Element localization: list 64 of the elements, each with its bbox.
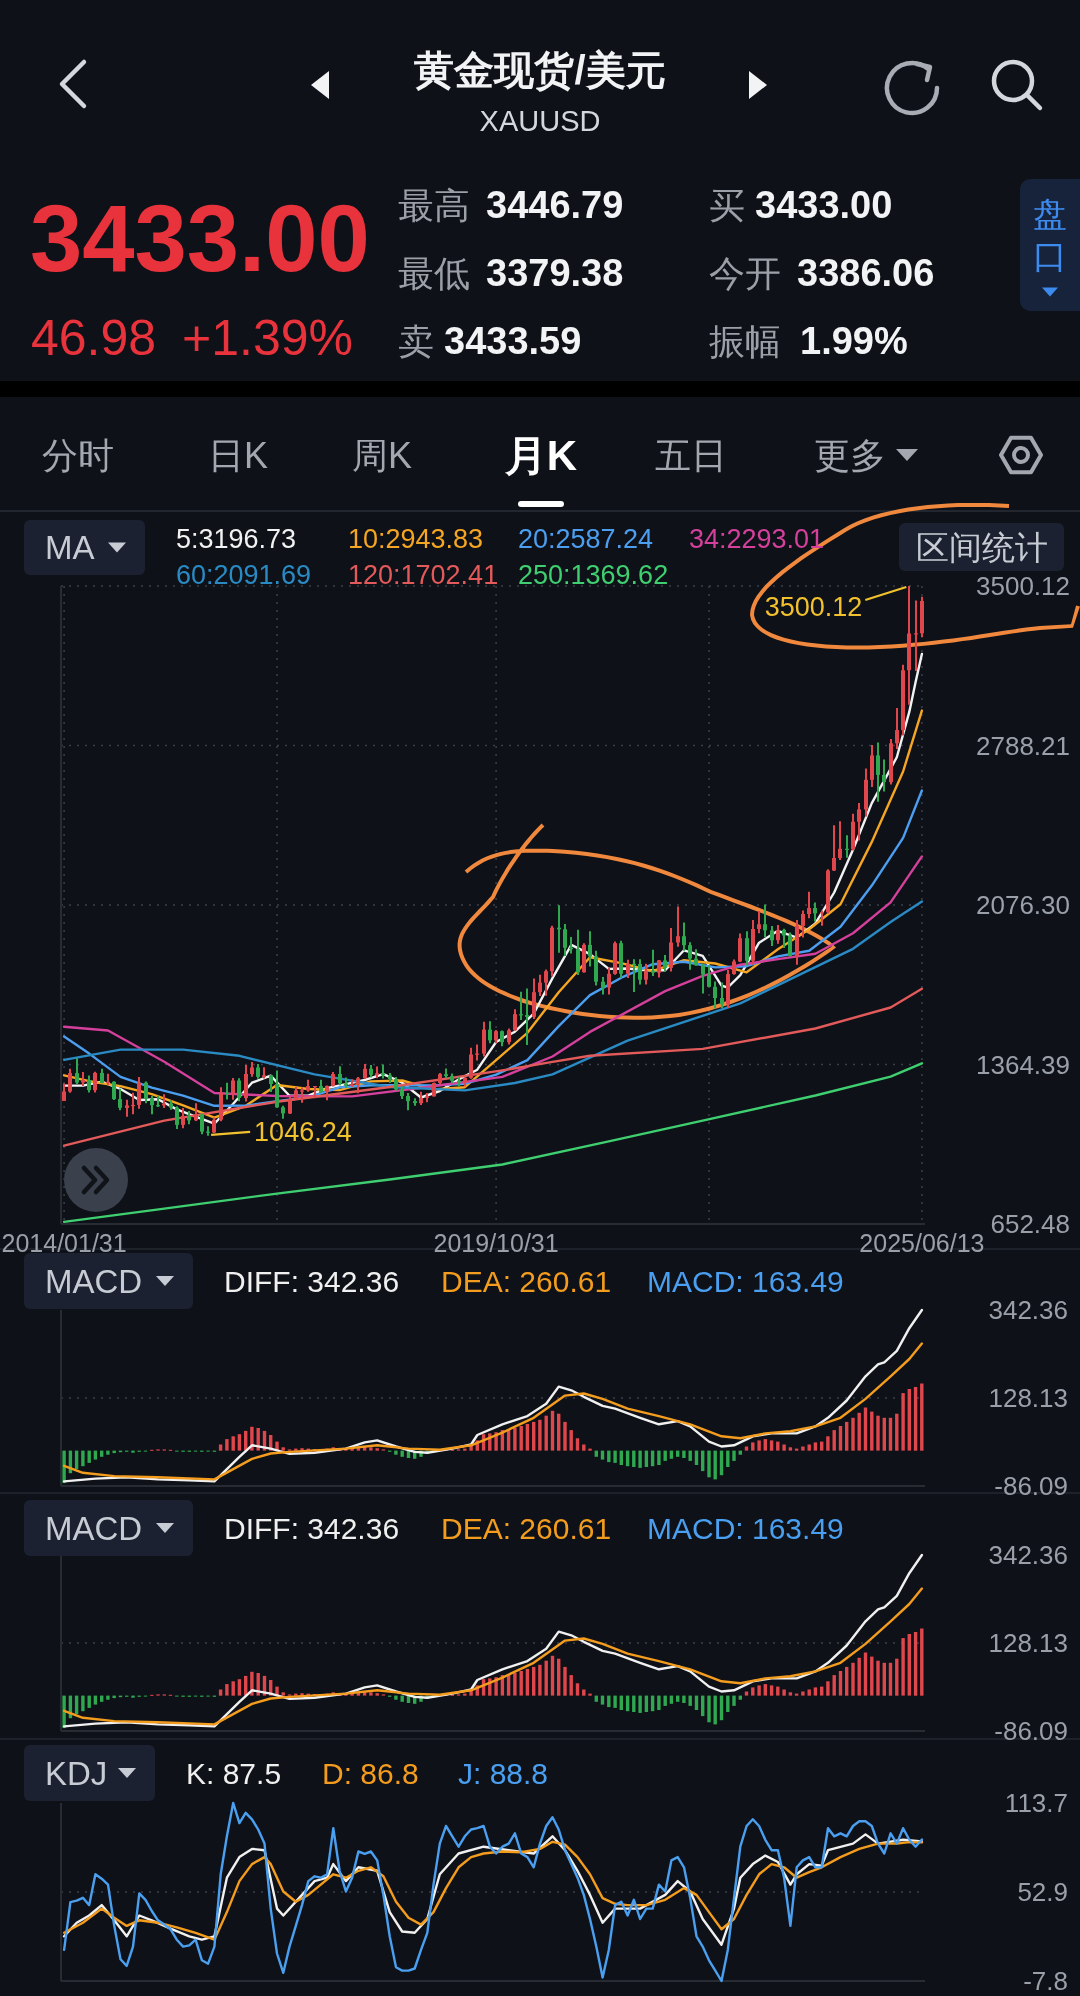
chart-subtitle: XAUUSD	[479, 105, 601, 137]
x-tick-label: 2014/01/31	[1, 1229, 127, 1257]
text: MACD: 163.49	[647, 1511, 844, 1545]
text: 振幅	[709, 320, 781, 362]
text: MACD: 163.49	[647, 1264, 844, 1298]
text: 3379.38	[486, 252, 624, 294]
text: 日K	[207, 434, 269, 476]
text: 盘口	[1033, 195, 1067, 275]
legend-title: KDJ	[45, 1754, 108, 1792]
y-tick-label: -86.09	[994, 1716, 1068, 1746]
text: 1.99%	[800, 320, 908, 362]
text: 五日	[655, 434, 727, 476]
annotation: 1046.24	[254, 1116, 352, 1147]
text: 卖	[398, 320, 434, 362]
legend-title: MACD	[45, 1262, 143, 1300]
text: DIFF: 342.36	[224, 1264, 400, 1298]
text: DEA: 260.61	[441, 1264, 612, 1298]
y-tick-label: 2076.30	[976, 890, 1070, 920]
text: 买	[709, 184, 745, 226]
text: 更多	[814, 434, 886, 476]
text: 34:2293.01	[689, 524, 825, 554]
y-tick-label: -86.09	[994, 1471, 1068, 1501]
text: 最高	[398, 184, 470, 226]
text: 3433.00	[755, 184, 893, 226]
y-tick-label: 113.7	[1004, 1788, 1068, 1818]
text: 120:1702.41	[348, 560, 499, 590]
text: 周K	[351, 434, 413, 476]
text: 月K	[503, 431, 578, 479]
text: 250:1369.62	[518, 560, 669, 590]
text: 今开	[709, 252, 781, 294]
y-tick-label: 128.13	[988, 1383, 1068, 1413]
chart-title: 黄金现货/美元	[414, 48, 666, 92]
text: 分时	[42, 434, 114, 476]
y-tick-label: 128.13	[988, 1628, 1068, 1658]
x-tick-label: 2019/10/31	[433, 1229, 559, 1257]
y-tick-label: -7.8	[1023, 1966, 1068, 1996]
y-tick-label: 3500.12	[976, 571, 1070, 601]
text: +1.39%	[182, 310, 353, 366]
series-label: J: 88.8	[458, 1756, 549, 1790]
y-tick-label: 52.9	[1017, 1877, 1068, 1908]
legend-title: MACD	[45, 1509, 143, 1547]
text: 10:2943.83	[348, 524, 484, 554]
text: DIFF: 342.36	[224, 1511, 400, 1545]
text: 46.98	[31, 310, 157, 366]
text: 5:3196.73	[176, 524, 297, 554]
text: 3433.00	[30, 185, 370, 291]
text: 3446.79	[486, 184, 624, 226]
text: 3433.59	[444, 320, 582, 362]
text: D: 86.8	[322, 1756, 419, 1790]
text: DEA: 260.61	[441, 1511, 612, 1545]
text: K: 87.5	[186, 1756, 282, 1790]
x-tick-label: 2025/06/13	[859, 1229, 985, 1257]
y-tick-label: 2788.21	[976, 730, 1070, 761]
y-tick-label: 342.36	[988, 1540, 1068, 1570]
y-tick-label: 652.48	[990, 1209, 1070, 1239]
legend-title: MA	[45, 529, 95, 566]
text: 区间统计	[915, 528, 1048, 566]
text: 最低	[398, 252, 470, 294]
text: 60:2091.69	[176, 560, 312, 590]
y-tick-label: 1364.39	[976, 1049, 1070, 1080]
annotation: 3500.12	[764, 592, 863, 622]
text: 3386.06	[797, 252, 935, 294]
y-tick-label: 342.36	[988, 1295, 1068, 1325]
text: 20:2587.24	[518, 524, 654, 554]
